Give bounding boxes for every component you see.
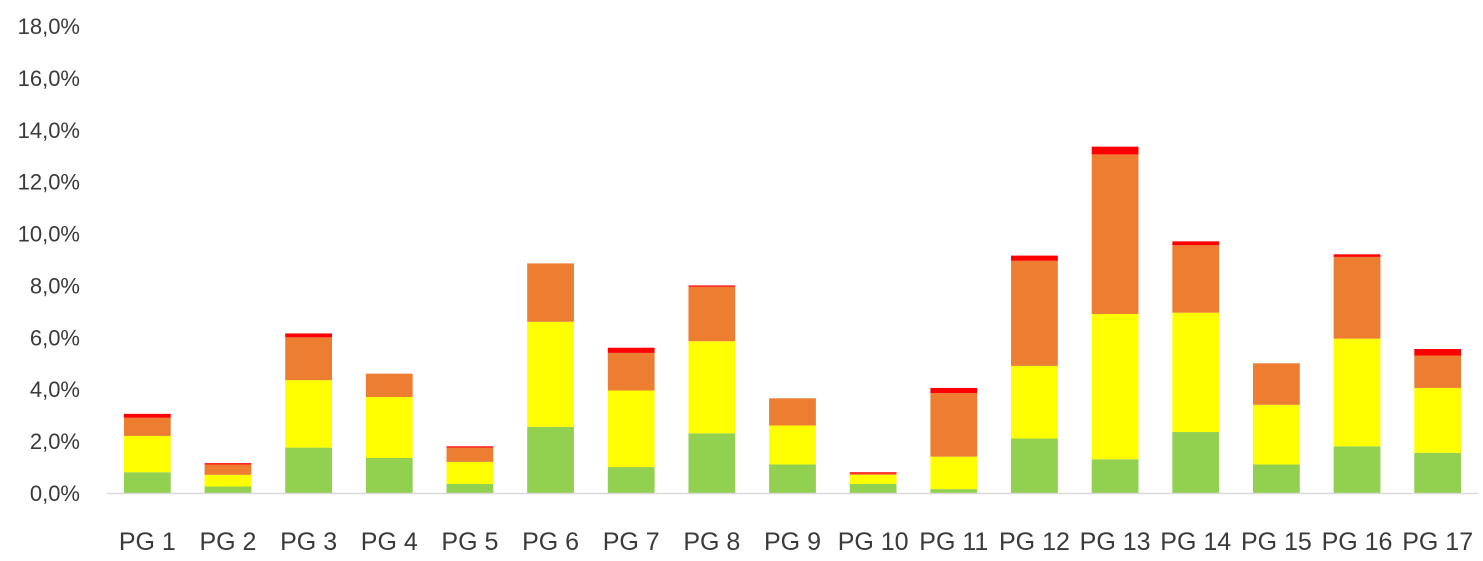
x-axis-ticks: PG 1 PG 2 PG 3 PG 4 PG 5 PG 6 PG 7 PG 8 PG 9 PG 1…: [119, 528, 1473, 556]
y-tick-label: 8,0%: [30, 273, 80, 298]
x-tick-label: PG 3: [280, 528, 337, 556]
y-tick-label: 2,0%: [30, 429, 80, 454]
bar-segment: [930, 387, 978, 394]
x-tick-label: PG 7: [603, 528, 660, 556]
bar-segment: [204, 464, 252, 475]
bar-segment: [607, 347, 655, 353]
bar-segment: [1414, 452, 1462, 493]
bar-segment: [123, 413, 171, 418]
x-tick-label: PG 5: [441, 528, 498, 556]
bar-segment: [527, 426, 574, 493]
x-tick-label: PG 10: [838, 528, 909, 556]
bar-segment: [1414, 387, 1462, 453]
bar-segment: [365, 373, 413, 398]
bar-segment: [769, 425, 816, 465]
bar-segment: [1414, 355, 1462, 388]
bar-segment: [930, 393, 978, 457]
bar-segment: [769, 464, 816, 493]
bar-segment: [688, 286, 736, 342]
bar-segment: [285, 333, 333, 338]
bar-segment: [204, 463, 252, 465]
bar-segment: [123, 472, 171, 493]
bar-segment: [285, 380, 333, 448]
y-tick-label: 0,0%: [30, 481, 80, 506]
bars: [123, 146, 1462, 493]
y-tick-label: 14,0%: [18, 118, 80, 143]
bar-segment: [285, 337, 333, 381]
bar-segment: [1333, 254, 1381, 257]
bar-segment: [123, 435, 171, 473]
x-tick-label: PG 2: [199, 528, 256, 556]
x-tick-label: PG 16: [1322, 528, 1393, 556]
bar-segment: [527, 321, 574, 427]
bar-segment: [1252, 363, 1300, 405]
y-tick-label: 6,0%: [30, 325, 80, 350]
bar-segment: [930, 456, 978, 490]
bar-segment: [285, 447, 333, 493]
bar-segment: [204, 486, 252, 493]
bar-segment: [688, 285, 736, 287]
bar-segment: [446, 483, 494, 493]
bar-segment: [123, 417, 171, 436]
bar-segment: [1333, 338, 1381, 447]
bar-segment: [1252, 404, 1300, 465]
x-tick-label: PG 17: [1402, 528, 1473, 556]
bar-segment: [1011, 255, 1058, 261]
x-tick-label: PG 6: [522, 528, 579, 556]
bar-segment: [1091, 313, 1139, 460]
x-tick-label: PG 14: [1160, 528, 1231, 556]
x-tick-label: PG 12: [999, 528, 1070, 556]
y-tick-label: 4,0%: [30, 377, 80, 402]
bar-segment: [1011, 438, 1058, 493]
bar-segment: [1172, 432, 1220, 493]
bar-segment: [930, 489, 978, 493]
y-tick-label: 12,0%: [18, 170, 80, 195]
bar-segment: [849, 473, 897, 475]
bar-segment: [365, 457, 413, 493]
x-tick-label: PG 13: [1080, 528, 1151, 556]
bar-segment: [1172, 312, 1220, 433]
bar-segment: [1091, 154, 1139, 314]
x-tick-label: PG 11: [919, 528, 988, 556]
x-tick-label: PG 4: [361, 528, 418, 556]
bar-segment: [849, 474, 897, 484]
bar-segment: [1252, 464, 1300, 493]
bar-segment: [849, 483, 897, 493]
x-tick-label: PG 9: [764, 528, 821, 556]
bar-segment: [446, 461, 494, 484]
bar-segment: [1091, 459, 1139, 493]
bar-segment: [1172, 245, 1220, 313]
bar-segment: [365, 397, 413, 458]
x-tick-label: PG 1: [119, 528, 176, 556]
bar-segment: [849, 472, 897, 474]
bar-segment: [446, 446, 494, 448]
bar-segment: [769, 398, 816, 426]
bar-segment: [688, 433, 736, 493]
y-axis-ticks: 0,0% 2,0% 4,0% 6,0% 8,0% 10,0% 12,0% 14,0% 16,0%…: [18, 14, 80, 506]
y-tick-label: 18,0%: [18, 14, 80, 39]
bar-segment: [1172, 241, 1220, 246]
bar-segment: [1011, 260, 1058, 366]
bar-segment: [1091, 146, 1139, 155]
bar-segment: [1333, 256, 1381, 339]
bar-segment: [1011, 365, 1058, 439]
bar-segment: [607, 390, 655, 468]
y-tick-label: 16,0%: [18, 66, 80, 91]
bar-segment: [607, 467, 655, 493]
x-tick-label: PG 15: [1241, 528, 1312, 556]
bar-segment: [1333, 446, 1381, 493]
bar-segment: [688, 341, 736, 434]
bar-segment: [527, 263, 574, 322]
x-tick-label: PG 8: [683, 528, 740, 556]
bar-segment: [204, 474, 252, 487]
bar-segment: [1414, 349, 1462, 356]
bar-segment: [607, 352, 655, 391]
bar-segment: [446, 447, 494, 462]
y-tick-label: 10,0%: [18, 222, 80, 247]
